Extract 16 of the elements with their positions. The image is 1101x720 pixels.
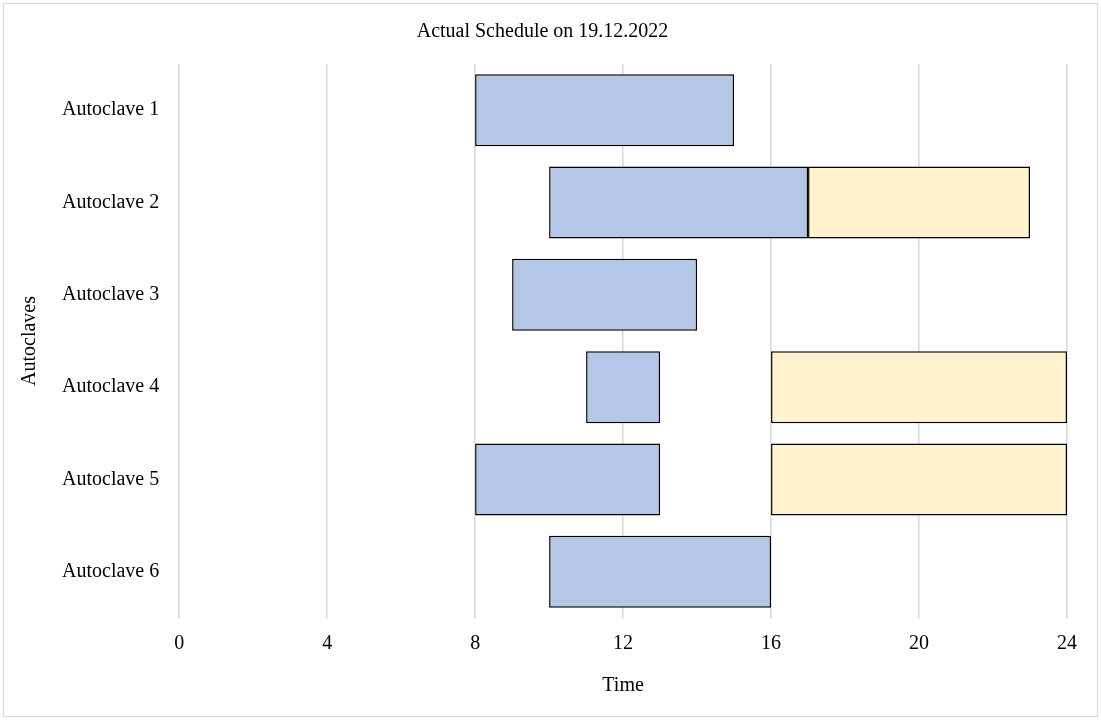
y-tick-label: Autoclave 4 xyxy=(62,374,160,397)
y-tick-label: Autoclave 2 xyxy=(62,189,160,212)
y-tick-label: Autoclave 3 xyxy=(62,282,160,305)
x-axis-title: Time xyxy=(602,673,644,696)
x-tick-label: 8 xyxy=(470,631,481,654)
y-axis-title: Autoclaves xyxy=(17,295,40,386)
y-tick-label: Autoclave 5 xyxy=(62,466,160,489)
x-tick-label: 4 xyxy=(322,631,333,654)
y-tick-label: Autoclave 1 xyxy=(62,97,160,120)
x-tick-label: 0 xyxy=(174,631,185,654)
x-tick-label: 12 xyxy=(613,631,634,654)
chart-title: Actual Schedule on 19.12.2022 xyxy=(416,19,669,42)
x-tick-label: 16 xyxy=(761,631,782,654)
x-tick-label: 24 xyxy=(1057,631,1077,654)
x-tick-label: 20 xyxy=(909,631,930,654)
y-tick-label: Autoclave 6 xyxy=(62,559,160,582)
